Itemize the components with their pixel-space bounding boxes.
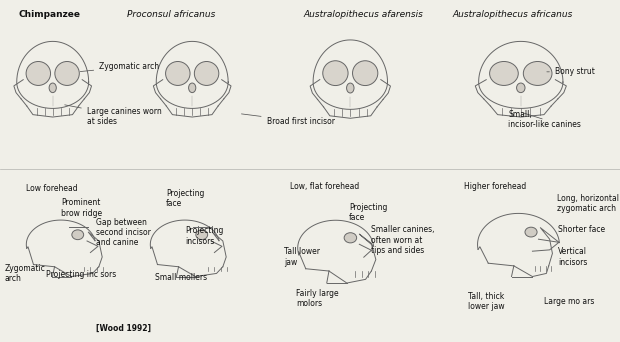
Text: Low, flat forehead: Low, flat forehead — [290, 182, 360, 191]
Text: Tall, thick
lower jaw: Tall, thick lower jaw — [468, 292, 505, 311]
Text: Low forehead: Low forehead — [26, 184, 78, 193]
Ellipse shape — [196, 230, 208, 240]
Ellipse shape — [188, 83, 196, 93]
Text: Gap between
second incisor
and canine: Gap between second incisor and canine — [96, 218, 151, 248]
Ellipse shape — [344, 233, 356, 243]
Text: Higher forehead: Higher forehead — [464, 182, 526, 191]
Text: Tall lower
jaw: Tall lower jaw — [284, 248, 320, 267]
Text: Projecting
incisors: Projecting incisors — [185, 226, 223, 246]
Text: Smaller canines,
often worn at
tips and sides: Smaller canines, often worn at tips and … — [371, 225, 434, 255]
Text: Broad first incisor: Broad first incisor — [241, 114, 335, 126]
Text: Small mollers: Small mollers — [155, 273, 207, 282]
Ellipse shape — [323, 61, 348, 86]
Ellipse shape — [516, 83, 525, 93]
Text: Projecting
face: Projecting face — [349, 203, 388, 222]
Ellipse shape — [525, 227, 537, 237]
Text: Small,
incisor-like canines: Small, incisor-like canines — [508, 110, 582, 129]
Text: Projecting
face: Projecting face — [166, 189, 205, 208]
Text: Australopithecus africanus: Australopithecus africanus — [453, 10, 573, 19]
Ellipse shape — [166, 62, 190, 86]
Ellipse shape — [353, 61, 378, 86]
Text: Long, horizontal
zygomatic arch: Long, horizontal zygomatic arch — [557, 194, 619, 213]
Text: Large mo ars: Large mo ars — [544, 297, 595, 306]
Text: Zygomatic
arch: Zygomatic arch — [5, 264, 46, 283]
Text: Chimpanzee: Chimpanzee — [19, 10, 81, 19]
Text: Proconsul africanus: Proconsul africanus — [127, 10, 216, 19]
Text: Fairly large
molors: Fairly large molors — [296, 289, 339, 308]
Text: Bony strut: Bony strut — [547, 67, 595, 76]
Text: Prominent
brow ridge: Prominent brow ridge — [61, 198, 102, 218]
Ellipse shape — [523, 62, 552, 86]
Ellipse shape — [347, 83, 354, 93]
Ellipse shape — [72, 230, 84, 240]
Ellipse shape — [26, 62, 51, 86]
Ellipse shape — [490, 62, 518, 86]
Text: Australopithecus afarensis: Australopithecus afarensis — [304, 10, 423, 19]
Text: [Wood 1992]: [Wood 1992] — [96, 324, 151, 333]
Ellipse shape — [49, 83, 56, 93]
Text: Zygomatic arch: Zygomatic arch — [80, 62, 159, 71]
Text: Vertical
incisors: Vertical incisors — [558, 248, 587, 267]
Ellipse shape — [55, 62, 79, 86]
Text: Large canines worn
at sides: Large canines worn at sides — [64, 105, 162, 126]
Text: Projecting inc sors: Projecting inc sors — [46, 270, 117, 279]
Text: Shorter face: Shorter face — [558, 225, 605, 234]
Ellipse shape — [194, 62, 219, 86]
